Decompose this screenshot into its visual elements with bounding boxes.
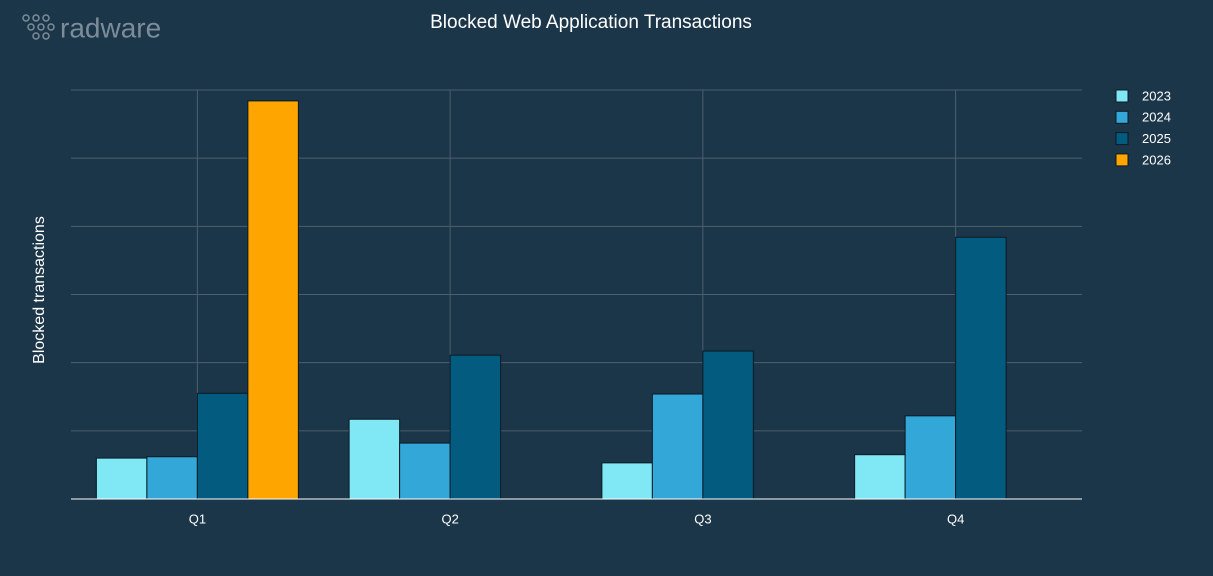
- bar: [955, 236, 1007, 500]
- bar: [196, 392, 249, 500]
- chart-title: Blocked Web Application Transactions: [430, 12, 752, 33]
- bar: [348, 418, 401, 500]
- bar: [95, 457, 148, 500]
- bar: [854, 454, 906, 500]
- logo: radware: [60, 12, 161, 43]
- legend-label: 2026: [1142, 152, 1171, 167]
- bar: [247, 100, 299, 500]
- x-tick-label: Q4: [947, 511, 964, 526]
- legend-label: 2025: [1142, 131, 1171, 146]
- bar: [399, 442, 451, 500]
- y-axis-label: Blocked transactions: [31, 216, 48, 364]
- legend-swatch: [1115, 110, 1129, 124]
- bar: [904, 415, 957, 500]
- x-tick-label: Q2: [441, 511, 458, 526]
- legend-swatch: [1115, 89, 1129, 103]
- legend-swatch: [1115, 153, 1129, 167]
- legend-label: 2023: [1142, 88, 1171, 103]
- x-tick-label: Q3: [694, 511, 711, 526]
- legend-swatch: [1115, 132, 1129, 146]
- bar: [651, 393, 704, 500]
- x-tick-label: Q1: [189, 511, 206, 526]
- bar: [601, 462, 653, 500]
- bar: [702, 350, 754, 500]
- bar: [449, 354, 502, 500]
- logo-icon: [22, 14, 55, 40]
- legend-label: 2024: [1142, 110, 1171, 125]
- bar: [146, 456, 198, 500]
